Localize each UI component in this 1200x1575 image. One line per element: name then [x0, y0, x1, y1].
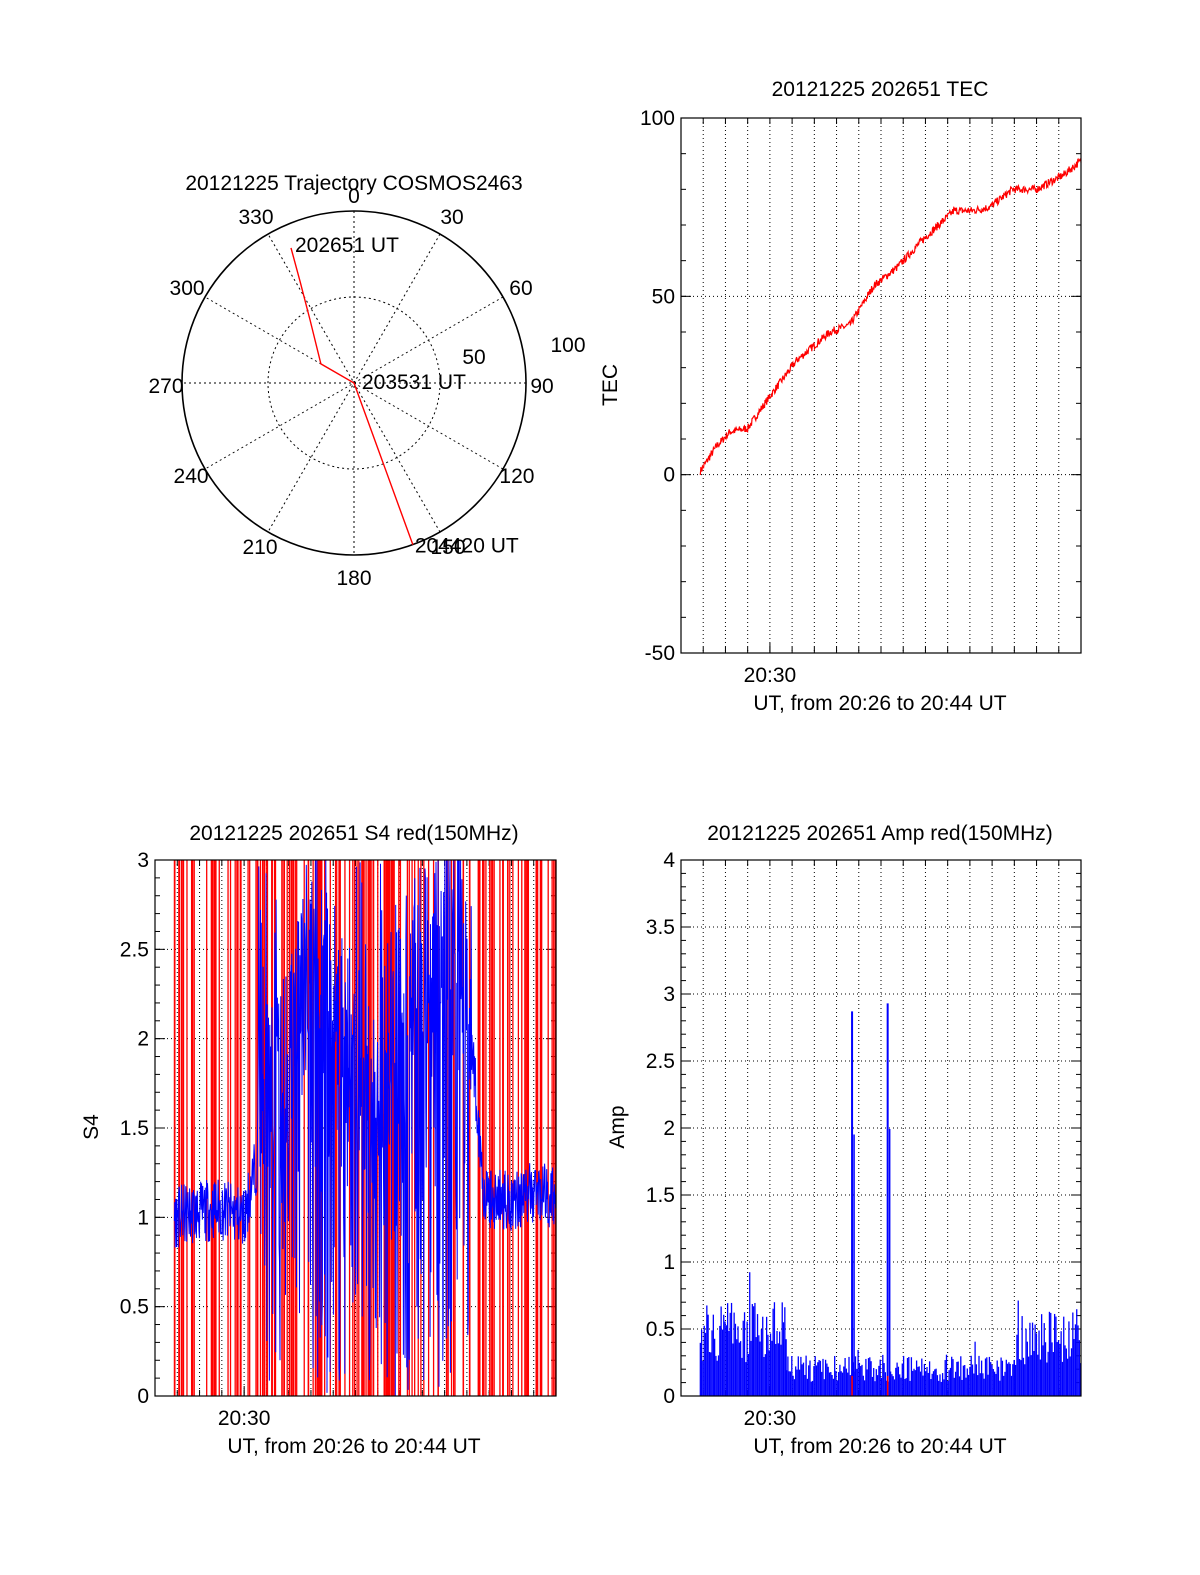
tec-frame — [680, 117, 1082, 654]
amp-grid — [681, 859, 1081, 1397]
polar-angle-label: 90 — [530, 375, 553, 398]
tec-grid — [681, 117, 1081, 654]
tec-ylabel: TEC — [599, 364, 622, 406]
s4-ylabel: S4 — [80, 1114, 103, 1140]
s4-ytick-label: 3 — [137, 849, 149, 872]
s4-frame — [154, 859, 557, 1397]
polar-ring-outer — [181, 210, 527, 556]
polar-angle-label: 330 — [238, 206, 273, 229]
polar-angle-label: 30 — [440, 206, 463, 229]
amp-ytick-label: 2.5 — [646, 1050, 675, 1073]
tec-xtick-label: 20:30 — [744, 664, 797, 687]
s4-xtick-label: 20:30 — [218, 1407, 271, 1430]
polar-radial-label: 100 — [550, 334, 585, 357]
amp-ylabel: Amp — [606, 1105, 629, 1148]
s4-ytick-label: 0 — [137, 1385, 149, 1408]
polar-annotation: 203531 UT — [362, 371, 466, 394]
amp-ytick-label: 0 — [663, 1385, 675, 1408]
tec-ytick-label: 0 — [663, 464, 675, 487]
s4-blue-line — [173, 859, 557, 1396]
tec-ytick-label: -50 — [645, 642, 675, 665]
s4-ytick-label: 1 — [137, 1206, 149, 1229]
polar-angle-label: 210 — [242, 536, 277, 559]
s4-ytick-label: 2 — [137, 1028, 149, 1051]
polar-plot: 0 30 60 90 120 150 180 210 240 270 300 330 50 100 2026… — [148, 185, 585, 590]
s4-xlabel: UT, from 20:26 to 20:44 UT — [227, 1435, 480, 1458]
s4-ytick-label: 1.5 — [120, 1117, 149, 1140]
polar-angle-label: 240 — [174, 465, 209, 488]
polar-angle-label: 300 — [170, 277, 205, 300]
amp-ytick-label: 4 — [663, 849, 675, 872]
amp-xtick-label: 20:30 — [744, 1407, 797, 1430]
amp-frame — [680, 859, 1082, 1397]
tec-ytick-label: 100 — [640, 107, 675, 130]
s4-ytick-label: 0.5 — [120, 1296, 149, 1319]
polar-annotation: 204420 UT — [415, 535, 519, 558]
tec-plot: -50 0 50 100 20:30 — [640, 107, 1082, 687]
tec-ytick-label: 50 — [652, 285, 675, 308]
amp-ytick-label: 3.5 — [646, 916, 675, 939]
polar-angle-label: 150 — [430, 536, 465, 559]
amp-xlabel: UT, from 20:26 to 20:44 UT — [753, 1435, 1006, 1458]
amp-ytick-label: 3 — [663, 983, 675, 1006]
polar-angle-label: 120 — [499, 465, 534, 488]
polar-angle-label: 270 — [148, 375, 183, 398]
amp-ytick-label: 0.5 — [646, 1318, 675, 1341]
amp-title: 20121225 202651 Amp red(150MHz) — [707, 822, 1053, 845]
polar-trajectory — [290, 247, 414, 545]
tec-line — [699, 157, 1082, 476]
tec-title: 20121225 202651 TEC — [772, 78, 989, 101]
amp-ytick-label: 2 — [663, 1117, 675, 1140]
polar-annotation: 202651 UT — [295, 234, 399, 257]
polar-radial-label: 50 — [462, 346, 485, 369]
polar-title: 20121225 Trajectory COSMOS2463 — [185, 172, 522, 195]
polar-angle-label: 0 — [348, 185, 360, 208]
s4-ytick-label: 2.5 — [120, 938, 149, 961]
amp-blue-series — [699, 1003, 1082, 1396]
amp-plot: 0 0.5 1 1.5 2 2.5 3 3.5 4 20:30 — [646, 849, 1082, 1430]
amp-ytick-label: 1.5 — [646, 1184, 675, 1207]
s4-plot: 0 0.5 1 1.5 2 2.5 3 20:30 — [120, 849, 557, 1430]
s4-title: 20121225 202651 S4 red(150MHz) — [189, 822, 518, 845]
tec-xlabel: UT, from 20:26 to 20:44 UT — [753, 692, 1006, 715]
polar-angle-label: 60 — [509, 277, 532, 300]
polar-angle-label: 180 — [336, 567, 371, 590]
amp-ytick-label: 1 — [663, 1251, 675, 1274]
